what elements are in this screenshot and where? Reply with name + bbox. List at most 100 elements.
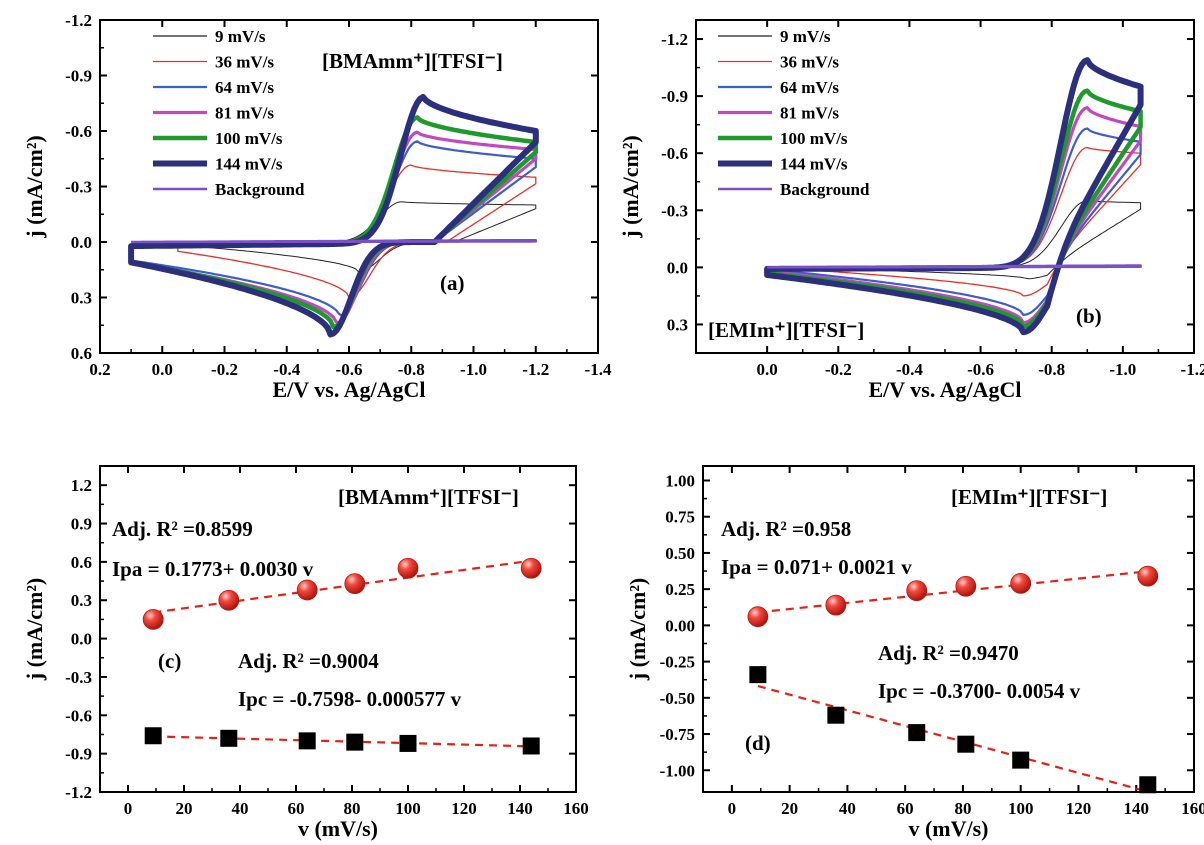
annotations: Adj. R² =0.8599 Ipa = 0.1773+ 0.0030 v Adj… (112, 517, 462, 711)
chart-title: [EMIm⁺][TFSI⁻] (951, 485, 1107, 509)
data-point (1010, 572, 1032, 594)
y-tick-label: -1.00 (660, 761, 695, 780)
x-tick-label: -0.8 (398, 360, 425, 379)
cv-series-64-mv-s (130, 140, 537, 317)
x-tick-label: 20 (781, 799, 798, 818)
y-tick-label: 1.00 (665, 471, 695, 490)
data-point (955, 575, 977, 597)
legend-label: 100 mV/s (780, 129, 848, 148)
y-tick-label: -0.9 (65, 67, 92, 86)
panel-b: 0.0 -0.2 -0.4 -0.6 -0.8 -1.0 -1.2 -1.2 -0.9 -0.6 -… (618, 19, 1204, 402)
x-tick-label: 80 (344, 799, 361, 818)
x-tick-label: 160 (563, 799, 589, 818)
chart-title: [BMAmm⁺][TFSI⁻] (322, 49, 503, 73)
x-tick-label: 0.0 (152, 360, 173, 379)
panel-c: 0 20 40 60 80 100 120 140 160 -1.2 -0.9 -0.6 -0.3 0.0… (22, 465, 589, 841)
cv-series-background (131, 238, 538, 244)
fit-annotation: Adj. R² =0.8599 (112, 517, 253, 541)
data-point (1012, 751, 1030, 769)
legend-label: Background (780, 180, 870, 199)
x-tick-label: -0.2 (211, 360, 238, 379)
data-point (144, 727, 162, 745)
y-tick-label: 0.50 (665, 544, 695, 563)
annotations: Adj. R² =0.958 Ipa = 0.071+ 0.0021 v Adj. … (721, 517, 1081, 703)
x-tick-label: -1.0 (460, 360, 487, 379)
y-tick-label: 0.0 (667, 258, 688, 277)
fit-line (757, 684, 1149, 793)
x-tick-label: 60 (288, 799, 305, 818)
legend-label: 36 mV/s (780, 53, 839, 72)
data-point (1137, 565, 1159, 587)
x-tick-label: 0 (124, 799, 133, 818)
legend-label: 36 mV/s (215, 53, 274, 72)
scatter-series (747, 565, 1159, 794)
legend-label: 100 mV/s (215, 129, 283, 148)
x-tick-label: 40 (839, 799, 856, 818)
data-point (520, 557, 542, 579)
y-tick-label: -0.50 (660, 689, 695, 708)
y-tick-label: 0.3 (71, 591, 92, 610)
y-tick-label: -1.2 (661, 30, 688, 49)
y-tick-label: -0.3 (65, 668, 92, 687)
x-tick-label: -1.2 (1181, 360, 1204, 379)
cv-series-100-mv-s (128, 115, 539, 330)
y-axis-title: j (mA/cm²) (618, 135, 643, 239)
fit-line (153, 735, 532, 748)
legend: 9 mV/s 36 mV/s 64 mV/s 81 mV/s 100 mV/s 144 m… (718, 27, 870, 199)
panel-label: (b) (1076, 304, 1102, 328)
y-tick-label: 0.75 (665, 508, 695, 527)
x-tick-label: 140 (1123, 799, 1149, 818)
fit-annotation: Ipa = 0.1773+ 0.0030 v (112, 557, 314, 581)
cv-series-background (767, 264, 1142, 269)
cv-curves (764, 57, 1144, 336)
fit-annotation: Adj. R² =0.9470 (878, 641, 1019, 665)
legend-label: Background (215, 180, 305, 199)
fit-annotation: Ipa = 0.071+ 0.0021 v (721, 555, 912, 579)
x-tick-label: -0.4 (273, 360, 300, 379)
x-tick-label: 40 (232, 799, 249, 818)
fit-annotation: Ipc = -0.7598- 0.000577 v (238, 687, 462, 711)
legend-label: 144 mV/s (780, 155, 848, 174)
x-tick-label: 0 (728, 799, 737, 818)
x-tick-label: 80 (954, 799, 971, 818)
legend-label: 64 mV/s (215, 78, 274, 97)
y-tick-label: -0.9 (65, 745, 92, 764)
data-point (825, 594, 847, 616)
x-tick-label: 160 (1181, 799, 1204, 818)
data-point (1139, 776, 1157, 794)
y-tick-label: -0.75 (660, 725, 695, 744)
x-tick-label: -0.6 (967, 360, 994, 379)
data-point (908, 724, 926, 742)
x-tick-label: 0.0 (757, 360, 778, 379)
y-tick-label: -0.9 (661, 87, 688, 106)
x-tick-label: -1.0 (1109, 360, 1136, 379)
x-tick-label: 0.2 (89, 360, 110, 379)
x-tick-label: -0.4 (896, 360, 923, 379)
y-tick-label: -1.2 (65, 783, 92, 802)
fit-annotation: Ipc = -0.3700- 0.0054 v (878, 679, 1081, 703)
x-tick-label: 100 (1008, 799, 1034, 818)
y-tick-label: 0.6 (71, 553, 92, 572)
cv-curves (128, 94, 539, 338)
data-point (397, 557, 419, 579)
legend-label: 64 mV/s (780, 78, 839, 97)
chart-title: [BMAmm⁺][TFSI⁻] (338, 485, 519, 509)
y-tick-label: 0.6 (71, 344, 92, 363)
x-tick-label: -1.4 (585, 360, 612, 379)
plot-frame (99, 465, 577, 793)
y-tick-label: -0.3 (65, 178, 92, 197)
y-tick-label: -1.2 (65, 11, 92, 30)
x-tick-label: -0.8 (1038, 360, 1065, 379)
data-point (522, 737, 540, 755)
x-axis-title: v (mV/s) (298, 816, 378, 841)
fit-annotation: Adj. R² =0.9004 (238, 649, 379, 673)
x-tick-label: 140 (507, 799, 533, 818)
panel-label: (a) (440, 271, 465, 295)
fit-line (757, 570, 1148, 614)
legend-label: 9 mV/s (215, 27, 266, 46)
y-tick-label: 0.3 (71, 289, 92, 308)
y-axis-title: j (mA/cm²) (22, 578, 47, 682)
data-point (142, 609, 164, 630)
x-axis-title: E/V vs. Ag/AgCl (868, 377, 1021, 402)
